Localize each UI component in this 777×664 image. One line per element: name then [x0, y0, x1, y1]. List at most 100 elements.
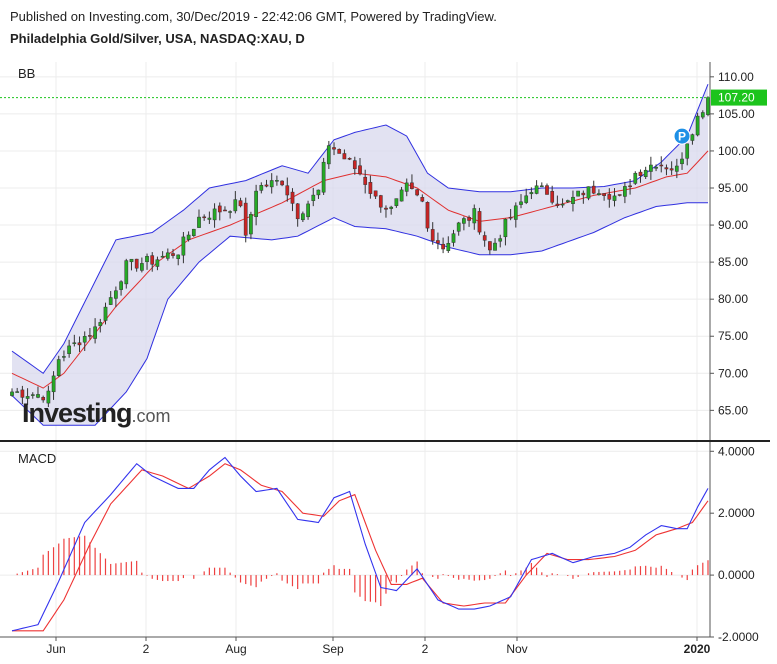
price-y-tick-label: 105.00 [718, 107, 755, 121]
candle-body [669, 168, 674, 171]
x-tick-label: Jun [46, 642, 65, 656]
candle-body [706, 97, 710, 115]
candle-body [508, 216, 513, 219]
candle-body [545, 185, 549, 195]
candle-body [62, 356, 66, 358]
candle-body [46, 390, 51, 404]
price-y-tick-label: 95.00 [718, 181, 748, 195]
candle-body [212, 208, 217, 221]
candle-body [264, 184, 269, 187]
candle-body [217, 205, 222, 213]
candle-body [446, 243, 451, 251]
candle-body [311, 194, 316, 201]
bollinger-lower-line [11, 202, 708, 426]
macd-y-tick-label: -2.0000 [718, 630, 759, 644]
candle-body [410, 182, 414, 189]
candle-body [20, 389, 25, 398]
x-tick-label: 2 [422, 642, 429, 656]
candle-body [223, 209, 227, 212]
candle-body [259, 185, 264, 191]
candle-body [280, 180, 284, 186]
candle-body [181, 236, 186, 256]
candle-body [41, 397, 46, 401]
last-price-label: 107.20 [718, 91, 755, 105]
candle-body [477, 211, 482, 233]
symbol-title: Philadelphia Gold/Silver, USA, NASDAQ:XA… [10, 31, 305, 46]
candle-body [664, 167, 669, 170]
candle-body [576, 190, 580, 197]
candle-body [571, 196, 575, 204]
candle-body [67, 345, 71, 354]
candle-body [155, 259, 160, 267]
candle-body [695, 115, 700, 136]
candle-body [472, 208, 477, 224]
candle-body [503, 218, 508, 238]
price-y-tick-label: 110.00 [718, 70, 754, 84]
candle-body [467, 217, 471, 221]
candle-body [108, 297, 113, 305]
candle-body [638, 171, 643, 176]
candle-body [425, 202, 430, 229]
candle-body [51, 375, 56, 393]
candle-body [342, 153, 347, 160]
candle-body [238, 200, 243, 207]
marker-circle [673, 127, 691, 145]
candle-body [191, 228, 196, 236]
candle-body [519, 201, 523, 205]
candle-body [124, 260, 129, 285]
candle-body [529, 192, 534, 195]
macd-line [11, 456, 709, 632]
macd-signal-line [12, 463, 709, 632]
price-y-tick-label: 75.00 [718, 329, 748, 343]
candle-body [612, 195, 617, 201]
candle-body [586, 186, 591, 199]
candle-body [591, 185, 596, 194]
candle-body [295, 203, 300, 220]
x-tick-label: 2 [143, 642, 150, 656]
candle-body [306, 203, 310, 218]
candle-body [659, 164, 664, 167]
candle-body [290, 191, 295, 204]
candle-body [114, 290, 118, 299]
candle-body [539, 185, 544, 188]
candle-body [129, 258, 134, 263]
candle-body [301, 213, 305, 221]
investing-watermark: Investing.com [22, 398, 171, 429]
last-price-tag [711, 89, 767, 106]
candle-body [498, 238, 503, 242]
candle-body [420, 197, 425, 202]
candle-body [597, 193, 601, 196]
macd-y-tick-label: 2.0000 [718, 506, 755, 520]
candle-body [628, 185, 632, 188]
candle-body [321, 161, 326, 193]
candle-body [633, 172, 638, 184]
macd-y-tick-label: 0.0000 [718, 568, 755, 582]
candle-body [436, 240, 440, 244]
published-line: Published on Investing.com, 30/Dec/2019 … [10, 9, 497, 24]
candle-body [441, 243, 445, 250]
candle-body [145, 256, 149, 263]
price-y-tick-label: 90.00 [718, 218, 748, 232]
macd-y-tick-label: 4.0000 [718, 444, 755, 458]
candles-group [10, 96, 710, 408]
watermark-domain: .com [131, 406, 171, 426]
price-y-tick-label: 100.00 [718, 144, 755, 158]
candle-body [482, 235, 487, 241]
candle-body [254, 190, 258, 217]
candle-body [176, 254, 181, 259]
price-y-tick-label: 85.00 [718, 255, 748, 269]
bollinger-band-fill [12, 84, 708, 426]
candle-body [202, 216, 207, 219]
candle-body [451, 233, 456, 243]
candle-body [186, 234, 191, 240]
candle-body [513, 205, 518, 220]
candle-body [700, 112, 705, 118]
candle-body [77, 342, 82, 346]
candle-body [674, 165, 679, 172]
x-tick-label: 2020 [684, 642, 711, 656]
candle-body [384, 207, 388, 210]
candle-body [269, 180, 274, 188]
x-tick-label: Sep [322, 642, 344, 656]
